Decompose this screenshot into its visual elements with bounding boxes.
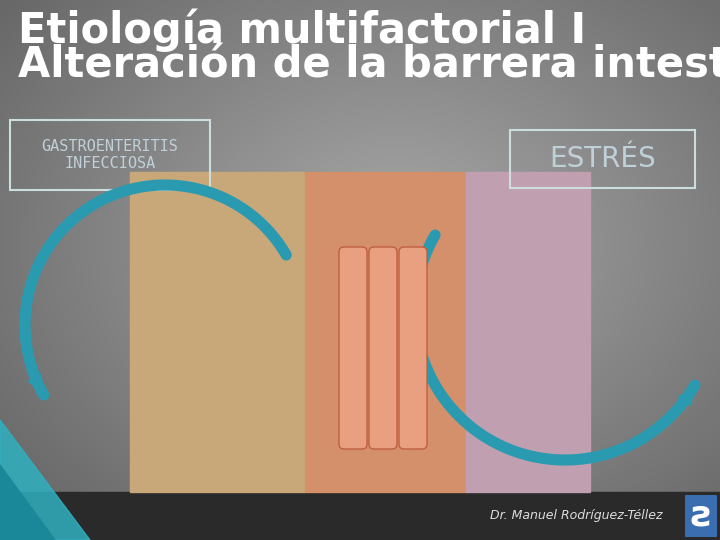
FancyBboxPatch shape [399, 247, 427, 449]
Text: GASTROENTERITIS
INFECCIOSA: GASTROENTERITIS INFECCIOSA [42, 139, 179, 171]
Bar [510, 130, 695, 188]
Text: Alteración de la barrera intestinal: Alteración de la barrera intestinal [18, 44, 720, 86]
Bar [305, 172, 466, 492]
Bar [0, 492, 720, 540]
Text: ƨ: ƨ [690, 499, 712, 533]
Bar [10, 120, 210, 190]
FancyBboxPatch shape [339, 247, 367, 449]
Text: Dr. Manuel Rodríguez-Téllez: Dr. Manuel Rodríguez-Téllez [490, 510, 662, 523]
FancyBboxPatch shape [369, 247, 397, 449]
Polygon shape [0, 420, 90, 540]
Bar [130, 172, 305, 492]
Text: ESTRÉS: ESTRÉS [549, 145, 656, 173]
Bar [466, 172, 590, 492]
Text: Etiología multifactorial I: Etiología multifactorial I [18, 8, 586, 52]
Polygon shape [0, 465, 55, 540]
FancyBboxPatch shape [685, 495, 717, 537]
